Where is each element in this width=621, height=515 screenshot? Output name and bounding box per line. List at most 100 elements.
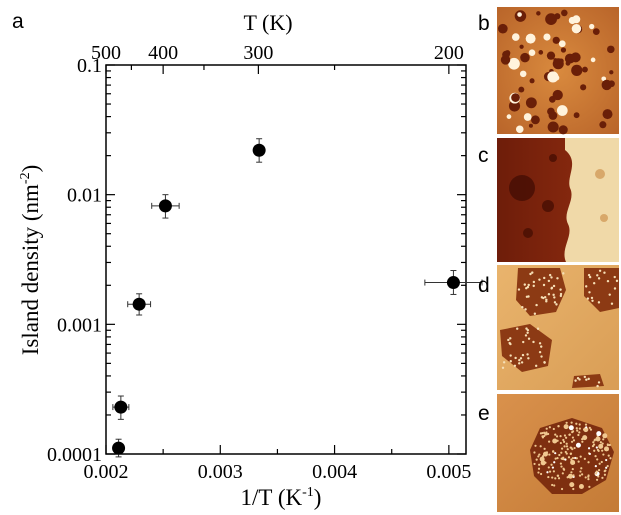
image-e-molecule xyxy=(585,426,588,429)
image-d-molecule xyxy=(553,301,557,304)
image-e-molecule xyxy=(595,478,599,481)
image-e-molecule xyxy=(565,445,569,448)
image-e-molecule xyxy=(592,443,596,446)
image-e-molecule xyxy=(605,466,608,469)
image-e-molecule xyxy=(589,428,593,431)
image-e-molecule xyxy=(542,451,548,457)
image-e-molecule xyxy=(541,436,545,439)
image-d-molecule xyxy=(555,303,558,306)
image-e-molecule xyxy=(575,457,578,460)
image-e-molecule xyxy=(552,438,558,444)
image-d-molecule xyxy=(502,361,506,364)
image-e-molecule xyxy=(602,438,605,441)
image-d-molecule xyxy=(526,331,529,334)
image-e-molecule xyxy=(543,431,546,434)
image-b-island xyxy=(518,86,525,93)
image-d-molecule xyxy=(610,302,614,305)
image-d-molecule xyxy=(608,293,611,296)
image-d-molecule xyxy=(535,303,538,307)
image-b-island xyxy=(590,57,596,63)
image-d-molecule xyxy=(509,337,512,340)
image-e-molecule xyxy=(554,452,557,455)
image-e-molecule xyxy=(568,425,574,431)
image-d-molecule xyxy=(524,334,528,337)
image-b-island xyxy=(502,50,510,59)
x-tick-labels: 0.002 0.003 0.004 0.005 xyxy=(84,461,472,483)
image-e-molecule xyxy=(545,433,548,436)
image-e-molecule xyxy=(582,437,585,440)
image-d-molecule xyxy=(552,293,555,297)
image-d-molecule xyxy=(507,338,510,342)
top-tick-label: 300 xyxy=(243,42,273,64)
image-e-molecule xyxy=(571,456,575,460)
image-b-island xyxy=(525,97,537,109)
image-b-island xyxy=(560,47,567,53)
image-e-molecule xyxy=(543,447,546,450)
x-tick-label: 0.005 xyxy=(426,461,471,483)
image-d-island-3 xyxy=(500,324,552,372)
image-d-molecule xyxy=(516,327,519,330)
image-e-molecule xyxy=(570,458,573,461)
image-b-island xyxy=(601,76,607,82)
image-d-molecule xyxy=(508,341,511,345)
image-d-island-1 xyxy=(516,268,566,316)
image-e-molecule xyxy=(554,477,557,480)
image-e-molecule xyxy=(571,436,575,439)
image-d-molecule xyxy=(574,379,577,382)
axis-ticks xyxy=(105,64,466,455)
panel-label-e: e xyxy=(478,402,490,425)
image-d-molecule xyxy=(540,345,543,348)
image-e-molecule xyxy=(599,441,602,444)
image-e-molecule xyxy=(562,467,565,470)
image-e-molecule xyxy=(566,448,569,451)
image-e-molecule xyxy=(548,453,551,456)
image-b-island xyxy=(529,78,535,84)
panel-label-b: b xyxy=(478,12,490,35)
image-e-molecule xyxy=(563,434,567,437)
image-d-molecules xyxy=(501,269,619,388)
image-b-island xyxy=(589,23,595,30)
image-e-molecule xyxy=(596,431,602,437)
image-d-molecule xyxy=(543,360,546,364)
image-d-molecule xyxy=(562,272,565,275)
image-d-molecule xyxy=(538,342,542,345)
image-d-molecule xyxy=(545,298,548,301)
image-d-molecule xyxy=(534,364,538,368)
image-d-molecule xyxy=(590,296,594,300)
image-e-island xyxy=(530,418,614,494)
image-d-molecule xyxy=(521,353,525,357)
image-e-molecule xyxy=(569,446,572,449)
image-e-molecule xyxy=(581,440,584,443)
image-e-molecule xyxy=(556,474,559,477)
image-d-molecule xyxy=(527,283,530,287)
image-e-molecule xyxy=(601,449,604,452)
image-d-molecule xyxy=(559,294,563,298)
image-e-molecule xyxy=(594,465,597,468)
image-b-island xyxy=(558,125,568,135)
image-d-molecule xyxy=(588,275,592,279)
image-d-molecule xyxy=(553,296,556,299)
image-e-molecule xyxy=(565,421,568,424)
image-b-island xyxy=(599,121,607,129)
image-e-molecule xyxy=(570,471,573,474)
image-e-molecule xyxy=(578,423,581,426)
image-e-molecule xyxy=(551,466,555,469)
image-e-molecule xyxy=(546,471,549,474)
image-e-molecule xyxy=(539,432,543,435)
image-e-molecule xyxy=(597,475,600,478)
image-d-molecule xyxy=(532,340,535,344)
image-d-molecule xyxy=(592,282,596,285)
image-e-molecule xyxy=(571,467,574,471)
panel-label-a: a xyxy=(12,10,24,33)
image-e-molecule xyxy=(596,458,599,461)
image-e-molecule xyxy=(538,453,541,456)
image-b-island xyxy=(547,71,559,83)
image-e-molecule xyxy=(601,476,604,479)
image-d-molecule xyxy=(543,276,546,280)
image-b-island xyxy=(511,93,520,102)
image-e-molecule xyxy=(543,434,546,438)
image-e-molecule xyxy=(548,440,551,443)
image-e-molecule xyxy=(548,470,552,473)
image-d-molecule xyxy=(585,285,588,288)
image-e-molecule xyxy=(580,473,584,476)
